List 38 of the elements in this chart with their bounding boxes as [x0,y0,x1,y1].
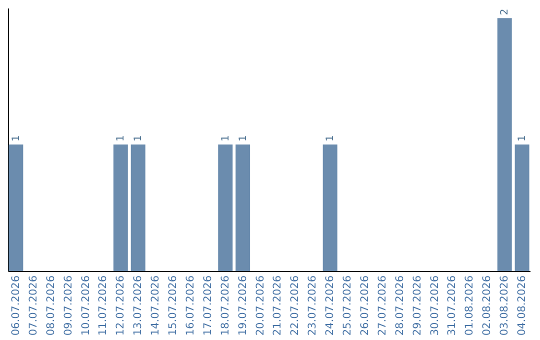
data-label: 1 [325,135,336,142]
x-tick-label: 30.07.2026 [428,275,441,336]
x-tick-label: 06.07.2026 [10,275,22,336]
x-tick-label: 24.07.2026 [324,275,336,336]
x-tick-label: 28.07.2026 [394,275,406,336]
x-tick-label: 09.07.2026 [62,275,74,336]
data-label: 1 [238,135,249,142]
data-label: 1 [220,135,232,142]
x-tick-label: 31.07.2026 [446,275,458,336]
x-tick-label: 17.07.2026 [202,275,214,336]
x-tick-label: 26.07.2026 [358,275,371,336]
x-tick-label: 27.07.2026 [376,275,388,336]
x-tick-label: 10.07.2026 [80,275,92,336]
x-tick-label: 29.07.2026 [411,275,424,336]
data-label: 1 [133,135,144,142]
x-tick-label: 15.07.2026 [167,275,180,336]
x-tick-label: 08.07.2026 [44,275,57,336]
x-tick-label: 25.07.2026 [342,275,354,336]
x-tick-label: 20.07.2026 [254,275,266,336]
x-tick-label: 19.07.2026 [236,275,249,336]
data-label: 2 [500,8,511,16]
x-tick-label: 18.07.2026 [219,275,232,336]
data-label: 1 [517,135,528,142]
x-tick-label: 03.08.2026 [498,275,511,336]
x-tick-label: 22.07.2026 [289,275,302,336]
x-tick-label: 01.08.2026 [464,275,476,336]
x-tick-label: 14.07.2026 [150,275,162,336]
x-tick-label: 12.07.2026 [114,275,127,336]
x-tick-label: 11.07.2026 [97,275,110,336]
x-tick-label: 07.07.2026 [27,275,40,336]
x-tick-label: 21.07.2026 [272,275,284,336]
data-label: 1 [10,135,22,142]
x-tick-label: 04.08.2026 [516,275,528,336]
x-tick-label: 23.07.2026 [306,275,319,336]
data-label: 1 [116,135,127,142]
x-tick-label: 02.08.2026 [481,275,494,336]
x-tick-label: 13.07.2026 [132,275,144,336]
x-tick-label: 16.07.2026 [184,275,196,336]
